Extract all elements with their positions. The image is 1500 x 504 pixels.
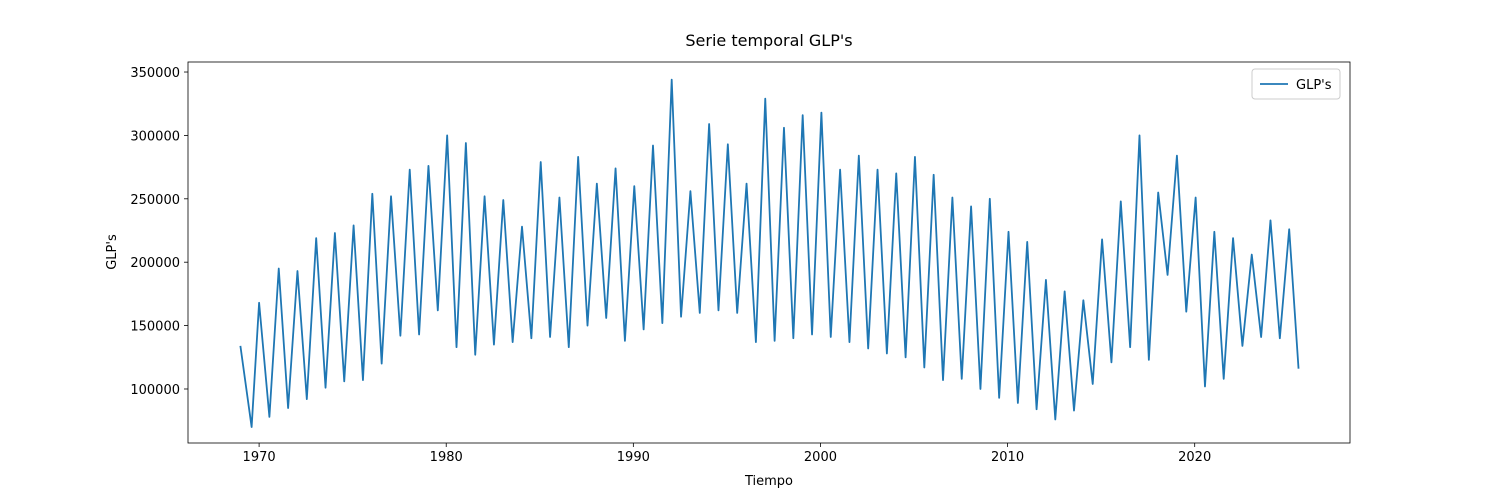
x-tick-label: 1970: [243, 450, 276, 465]
y-tick-label: 350000: [130, 66, 180, 81]
plot-frame: [187, 61, 1351, 444]
x-tick-label: 1990: [617, 450, 650, 465]
data-line: [239, 78, 1300, 428]
y-axis-label: GLP's: [105, 234, 120, 270]
x-tick-label: 2010: [991, 450, 1024, 465]
y-tick-label: 200000: [130, 256, 180, 271]
x-tick-label: 1980: [430, 450, 463, 465]
x-tick-label: 2020: [1178, 450, 1211, 465]
x-tick-label: 2000: [804, 450, 837, 465]
chart-title: Serie temporal GLP's: [685, 31, 852, 50]
x-axis-label: Tiempo: [744, 474, 793, 489]
legend-box: [1251, 68, 1341, 100]
y-tick-label: 150000: [130, 320, 180, 335]
y-tick-label: 300000: [130, 129, 180, 144]
y-tick-label: 250000: [130, 193, 180, 208]
y-tick-label: 100000: [130, 383, 180, 398]
legend-label: GLP's: [1296, 78, 1332, 93]
